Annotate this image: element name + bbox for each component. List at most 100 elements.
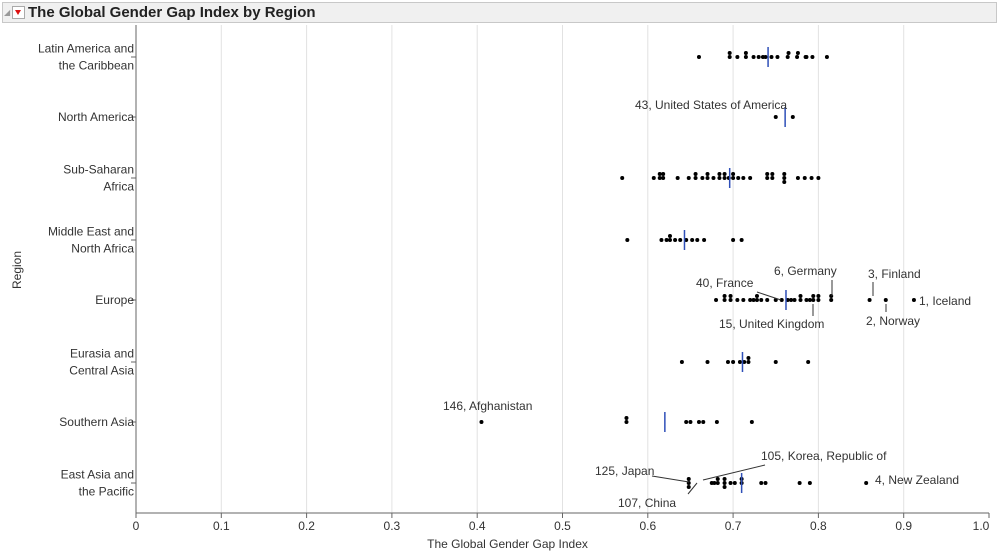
data-point	[754, 294, 759, 298]
annotation-label: 125, Japan	[595, 464, 654, 478]
data-point	[717, 172, 722, 176]
data-point	[782, 176, 787, 180]
data-point	[686, 477, 691, 481]
data-point	[705, 176, 710, 180]
data-point	[864, 481, 869, 485]
data-point	[686, 176, 691, 180]
data-point	[773, 360, 778, 364]
data-point	[775, 55, 780, 59]
data-point	[715, 477, 720, 481]
x-tick-label: 0.1	[213, 519, 230, 533]
data-point	[686, 485, 691, 489]
data-point	[759, 298, 764, 302]
data-point	[722, 294, 727, 298]
annotation-label: 1, Iceland	[919, 294, 971, 308]
data-point	[795, 51, 800, 55]
report-title-bar: ◢ The Global Gender Gap Index by Region	[2, 2, 997, 23]
x-tick-label: 0.4	[469, 519, 486, 533]
data-point	[911, 298, 916, 302]
data-point	[696, 420, 701, 424]
data-point	[829, 298, 834, 302]
data-point	[624, 420, 629, 424]
data-point	[735, 298, 740, 302]
region-label: Middle East and	[48, 225, 134, 239]
x-tick-label: 0.6	[639, 519, 656, 533]
data-point	[736, 176, 741, 180]
x-tick-label: 0.5	[554, 519, 571, 533]
data-point	[661, 172, 666, 176]
data-point	[798, 294, 803, 298]
x-tick-label: 0.8	[810, 519, 827, 533]
annotation-label: 43, United States of America	[635, 98, 787, 112]
data-point	[754, 298, 759, 302]
data-point	[731, 172, 736, 176]
data-point	[749, 420, 754, 424]
data-point	[661, 176, 666, 180]
collapse-triangle-icon[interactable]: ◢	[4, 8, 11, 17]
data-point	[769, 55, 774, 59]
data-point	[816, 176, 821, 180]
annotation-label: 107, China	[618, 496, 676, 510]
region-label: Southern Asia	[59, 415, 134, 429]
data-point	[679, 360, 684, 364]
red-triangle-menu-icon[interactable]	[12, 6, 25, 19]
data-point	[722, 485, 727, 489]
region-label: the Caribbean	[59, 59, 134, 73]
data-point	[751, 55, 756, 59]
region-label: Africa	[103, 180, 134, 194]
data-point	[675, 176, 680, 180]
data-point	[731, 360, 736, 364]
data-point	[696, 55, 701, 59]
data-point	[701, 420, 706, 424]
data-point	[739, 238, 744, 242]
data-point	[804, 298, 809, 302]
annotation-label: 105, Korea, Republic of	[761, 449, 887, 463]
data-point	[797, 481, 802, 485]
data-point	[741, 298, 746, 302]
data-point	[664, 238, 669, 242]
data-point	[722, 477, 727, 481]
data-point	[765, 298, 770, 302]
data-point	[829, 294, 834, 298]
annotation-label: 40, France	[696, 276, 754, 290]
data-point	[700, 176, 705, 180]
data-point	[807, 481, 812, 485]
data-point	[883, 298, 888, 302]
annotation-label: 6, Germany	[774, 264, 837, 278]
data-point	[743, 55, 748, 59]
data-point	[725, 360, 730, 364]
x-tick-label: 0.7	[725, 519, 742, 533]
data-point	[727, 51, 732, 55]
region-label: the Pacific	[79, 485, 134, 499]
data-point	[809, 176, 814, 180]
data-point	[773, 115, 778, 119]
data-point	[624, 416, 629, 420]
data-point	[741, 176, 746, 180]
data-point	[795, 176, 800, 180]
data-point	[735, 55, 740, 59]
data-point	[792, 298, 797, 302]
data-point	[765, 176, 770, 180]
data-point	[810, 55, 815, 59]
x-axis-title: The Global Gender Gap Index	[427, 537, 588, 551]
region-label: Eurasia and	[70, 347, 134, 361]
data-point	[688, 420, 693, 424]
data-point	[746, 356, 751, 360]
data-point	[782, 180, 787, 184]
data-point	[770, 176, 775, 180]
x-tick-label: 0.3	[384, 519, 401, 533]
data-point	[867, 298, 872, 302]
region-label: Europe	[95, 293, 134, 307]
data-point	[667, 238, 672, 242]
data-point	[657, 172, 662, 176]
data-point	[756, 55, 761, 59]
data-point	[678, 238, 683, 242]
data-point	[620, 176, 625, 180]
data-point	[728, 294, 733, 298]
data-point	[816, 298, 821, 302]
data-point	[690, 238, 695, 242]
region-label: Latin America and	[38, 42, 134, 56]
data-point	[748, 298, 753, 302]
data-point	[714, 420, 719, 424]
